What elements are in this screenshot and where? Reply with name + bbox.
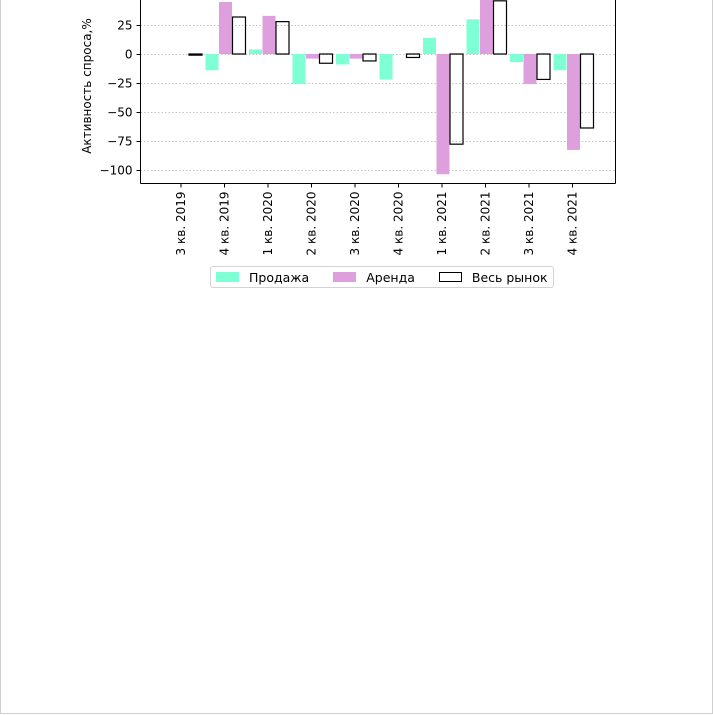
legend-label-market: Весь рынок: [471, 269, 548, 285]
y-axis-label: Активность спроса,%: [80, 18, 94, 154]
legend-item-market: Весь рынок: [438, 269, 548, 285]
y-tick-label: −50: [107, 106, 132, 120]
legend-swatch-sale: [216, 272, 239, 282]
bar: [480, 0, 493, 54]
grid-lines: [140, 25, 616, 171]
legend-item-sale: Продажа: [216, 270, 309, 285]
legend: Продажа Аренда Весь рынок: [210, 266, 554, 288]
bar: [231, 16, 247, 55]
bar: [405, 53, 421, 59]
bar: [249, 49, 262, 54]
bar: [306, 54, 319, 59]
legend-label-sale: Продажа: [249, 269, 310, 285]
bar: [466, 19, 480, 54]
bars: [188, 0, 595, 175]
bar: [262, 15, 276, 54]
y-tick-label: 25: [117, 19, 132, 33]
bar: [205, 54, 219, 71]
bar: [362, 53, 377, 62]
x-tick-label: 1 кв. 2020: [261, 192, 275, 256]
bar: [349, 54, 363, 59]
axes: 25 0 −25 −50 −75 −100 3 кв. 2019 4 кв. 2019 1 кв…: [100, 0, 616, 255]
x-tick-label: 4 кв. 2020: [392, 192, 406, 256]
y-tick-label: −75: [107, 135, 132, 149]
x-tick-label: 2 кв. 2021: [479, 192, 493, 256]
x-tick-label: 2 кв. 2020: [305, 192, 319, 256]
x-tick-label: 3 кв. 2021: [522, 192, 536, 256]
y-tick-label: −100: [100, 164, 133, 178]
bar: [219, 1, 232, 55]
bar: [436, 54, 450, 175]
bar: [510, 54, 523, 63]
legend-label-rent: Аренда: [366, 269, 415, 285]
legend-swatch-market: [438, 272, 462, 282]
bar: [318, 53, 334, 64]
x-tick-label: 1 кв. 2021: [435, 192, 449, 256]
bar: [567, 54, 580, 150]
bar: [579, 53, 595, 129]
y-tick-label: −25: [107, 77, 132, 91]
x-tick-label: 4 кв. 2021: [566, 192, 580, 256]
x-tick-label: 4 кв. 2019: [218, 192, 232, 256]
y-tick-label: 0: [125, 48, 133, 62]
bar: [523, 54, 537, 85]
bar: [188, 53, 203, 56]
bar: [449, 53, 464, 145]
legend-item-rent: Аренда: [333, 270, 415, 285]
bar: [536, 53, 551, 81]
bar: [275, 21, 290, 55]
bar: [492, 0, 508, 55]
x-tick-label: 3 кв. 2020: [348, 192, 362, 256]
bar: [292, 54, 306, 85]
x-tick-label: 3 кв. 2019: [174, 192, 188, 256]
legend-swatch-rent: [333, 272, 357, 282]
bar: [423, 37, 436, 54]
bar: [379, 54, 393, 80]
bar-chart: 25 0 −25 −50 −75 −100 3 кв. 2019 4 кв. 2019 1 кв…: [80, 0, 616, 255]
bar: [336, 54, 349, 65]
bar: [553, 54, 567, 71]
